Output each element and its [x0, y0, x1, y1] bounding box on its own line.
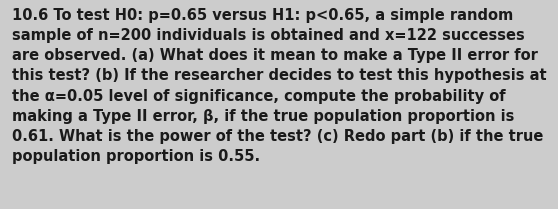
Text: 10.6 To test H0: p=0.65 versus H1: p<0.65, a simple random
sample of n=200 indiv: 10.6 To test H0: p=0.65 versus H1: p<0.6…: [12, 8, 547, 164]
